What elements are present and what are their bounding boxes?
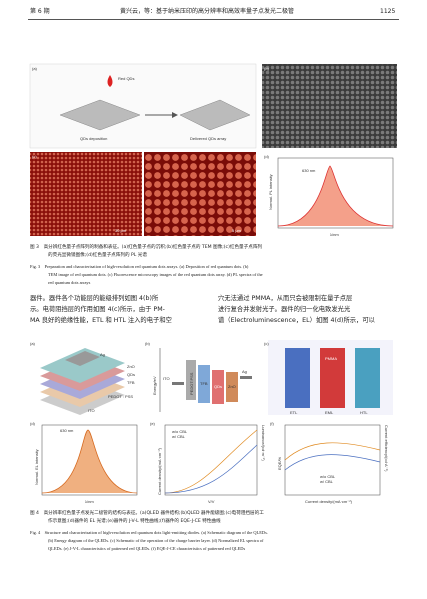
- legend-entry: w/o CBL: [320, 474, 336, 479]
- panel-label: (c): [264, 341, 269, 346]
- axis-label: Luminance/(cd·m⁻²): [261, 425, 266, 461]
- layer-label: ITO: [163, 376, 170, 381]
- axis-label: Energy/eV: [152, 376, 157, 395]
- axis-label: Normal. PL intensity: [268, 174, 273, 210]
- caption-line: red quantum dots arrays: [48, 280, 91, 285]
- layer-label: PMMA: [325, 356, 337, 361]
- droplet: [107, 75, 113, 87]
- caption-line: 的荧光显微镜图像;(d)红色量子点阵列的 PL 光谱: [48, 253, 147, 258]
- pl-curve: [277, 165, 394, 227]
- axis-label: V/V: [208, 499, 215, 504]
- layer-label: ZnO: [228, 384, 236, 389]
- panel-label: (a): [32, 66, 38, 71]
- caption-line: QLEDs. (e) J-V-L characteristics of patt…: [48, 546, 246, 551]
- caption-line: Fig. 3 Preparation and characterisation …: [30, 264, 249, 269]
- eml-layer: [320, 348, 345, 408]
- layer-label: TFB: [200, 381, 208, 386]
- panel-label: (a): [30, 341, 36, 346]
- layer-label: ZnO: [127, 364, 135, 369]
- curve: [284, 442, 381, 461]
- layer-label: Ag: [100, 352, 105, 357]
- running-title: 黄兴云，等：基于纳米压印的高分辨率和高效率量子点发光二极管: [120, 8, 295, 15]
- label: 630 nm: [60, 428, 74, 433]
- panel-label: (b): [264, 66, 270, 71]
- panel-label: (e): [150, 421, 156, 426]
- body-line: 进行复合并发射光子。器件的归一化电致发光光: [218, 306, 351, 313]
- stamp: [59, 99, 141, 131]
- curve: [164, 429, 258, 494]
- label: Delivered QDs array: [190, 136, 226, 141]
- legend-entry: w/ CBL: [320, 479, 334, 484]
- plot-frame: [164, 424, 258, 496]
- body-line: 示。电荷阻挡层的作用如图 4(c)所示，由于 PM-: [30, 306, 165, 313]
- figure-labels: (a) (b) (c) (d) Red QDs QDs deposition D…: [30, 66, 389, 504]
- label: 630 nm: [302, 168, 316, 173]
- body-line: 谱（Electroluminescence，EL）如图 4(d)所示，可以: [218, 317, 375, 324]
- caption-line: 图 3 高分辨红色量子点阵列的制备和表征。(a)红色量子点的沉积;(b)红色量子…: [30, 245, 263, 250]
- layer-label: PEDOT:PSS: [189, 372, 194, 395]
- axis-label: Current density/(mA·cm⁻²): [305, 499, 353, 504]
- layer-label: EML: [325, 410, 334, 415]
- body-line: 器件。器件各个功能层的能级排列如图 4(b)所: [30, 295, 159, 302]
- caption-line: (b) Energy diagram of the QLEDs. (c) Sch…: [48, 538, 264, 543]
- axis-label: Current efficiency/(cd·A⁻¹): [384, 425, 389, 472]
- scale-bar: 30 μm: [115, 228, 127, 233]
- curve: [284, 454, 381, 471]
- energy-diagram: [159, 348, 252, 412]
- layer-label: QDs: [214, 384, 222, 389]
- layer-label: PEDOT : PSS: [108, 394, 133, 399]
- body-line: 穴无法通过 PMMA，从而只会被限制在量子点层: [218, 295, 353, 302]
- layer-label: ETL: [290, 410, 298, 415]
- el-curve: [41, 429, 138, 494]
- legend-entry: w/ CBL: [172, 434, 186, 439]
- layer-label: HTL: [360, 410, 368, 415]
- panel-label: (d): [264, 154, 270, 159]
- layer-label: QDs: [127, 372, 135, 377]
- plot-frame: [41, 424, 138, 496]
- layer-label: TFB: [127, 380, 135, 385]
- axis-label: λ/nm: [330, 232, 339, 237]
- axis-label: EQE/%: [277, 456, 282, 470]
- scale-bar: 5 μm: [232, 228, 242, 233]
- fluorescence-texture: [30, 152, 142, 236]
- issue: 第 6 期: [30, 8, 50, 15]
- plot-frame: [284, 424, 381, 496]
- fluorescence-texture: [144, 152, 256, 236]
- arrow-head: [172, 112, 178, 118]
- layer-label: Ag: [242, 369, 247, 374]
- layer-label: ITO: [88, 408, 95, 413]
- caption-line: 图 4 高分辨率红色量子点发光二极管的结构与表征。(a)QLED 器件结构;(b…: [30, 511, 264, 516]
- axis-label: λ/nm: [85, 499, 94, 504]
- axis-label: Current density/(mA·cm⁻²): [157, 447, 162, 495]
- etl-layer: [285, 348, 310, 408]
- axis-label: Normal. EL intensity: [34, 449, 39, 485]
- body-line: MA 良好的绝缘性能，ETL 和 HTL 注入的电子和空: [30, 317, 172, 324]
- legend-entry: w/o CBL: [172, 429, 188, 434]
- caption-line: 作示意图;(d)器件的 EL 光谱;(e)器件的 J-V-L 特性曲线;(f)器…: [48, 519, 221, 524]
- caption-line: TEM image of red quantum dots. (c) Fluor…: [48, 272, 263, 277]
- htl-layer: [355, 348, 380, 408]
- label: Red QDs: [118, 76, 134, 81]
- substrate: [179, 99, 251, 131]
- panel-label: (d): [30, 421, 36, 426]
- label: QDs deposition: [80, 136, 107, 141]
- panel-label: (c): [32, 154, 37, 159]
- panel-label: (b): [145, 341, 151, 346]
- plot-frame: [277, 157, 394, 229]
- header-rule: [28, 19, 399, 20]
- panel-label: (f): [270, 421, 274, 426]
- page-number: 1125: [380, 8, 396, 15]
- device-stack: [40, 348, 125, 415]
- caption-line: Fig. 4 Structure and characterisation of…: [30, 530, 268, 535]
- curve: [164, 444, 258, 494]
- tem-texture: [262, 64, 397, 148]
